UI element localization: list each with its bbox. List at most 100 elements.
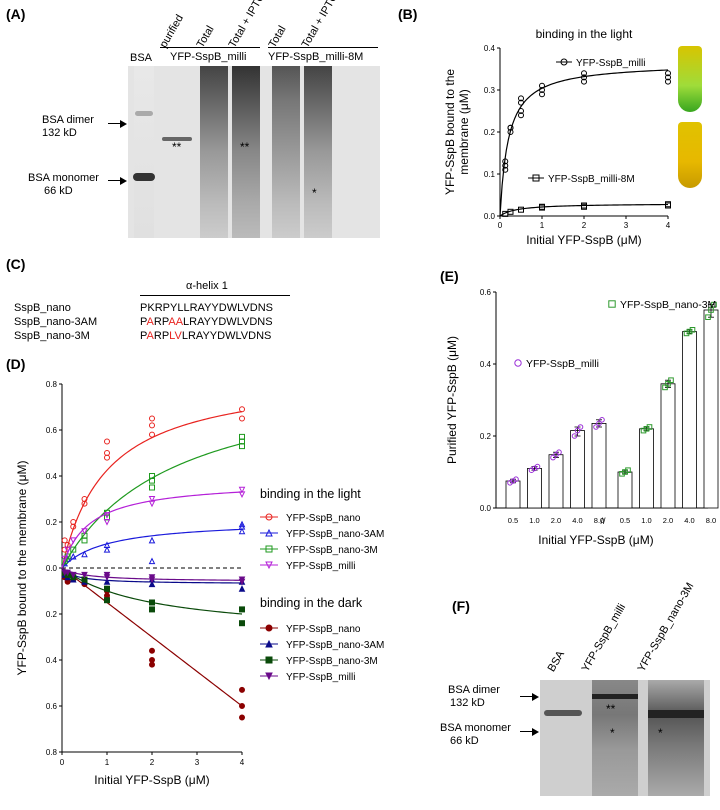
y-axis-label: Purified YFP-SspB (μM) (445, 336, 459, 464)
legend-label: YFP-SspB_nano (286, 624, 361, 635)
fit-line (61, 567, 243, 707)
panel-label-c: (C) (6, 256, 26, 272)
data-point (619, 471, 625, 477)
y-tick-label: 0.2 (484, 128, 496, 137)
data-point (70, 519, 77, 525)
data-point (539, 91, 545, 98)
data-point (596, 420, 602, 427)
data-point (70, 546, 77, 553)
data-point (665, 74, 671, 81)
arrow-icon (520, 731, 534, 732)
gel-a-group-line (160, 47, 260, 48)
data-point (581, 203, 587, 210)
gel-a-group-label: YFP-SspB_milli-8M (268, 51, 364, 63)
data-point (705, 314, 711, 321)
data-point (599, 417, 605, 423)
data-point (265, 624, 273, 632)
chart-d: 0.80.60.40.20.00.20.40.60.80 1 2 3 4Initial … (15, 380, 384, 787)
bar (505, 480, 521, 509)
x-tick-label: 1 (105, 758, 110, 767)
panel-label-b: (B) (398, 6, 418, 22)
bar (703, 309, 719, 509)
data-point (61, 555, 69, 563)
gel-a-lane-bsa (134, 66, 154, 238)
data-point (265, 656, 273, 664)
gel-f-monomer-label: BSA monomer (440, 722, 511, 734)
data-point (239, 606, 245, 613)
data-point (239, 433, 245, 440)
gel-a-lane (232, 66, 260, 238)
y-tick-label: 0.8 (46, 748, 58, 757)
gel-a-mark: ** (172, 140, 182, 154)
chart-b: binding in the light 0.0 0.1 0.2 0.3 0.4 0 1 2 3 4… (443, 27, 671, 247)
x-axis-label: Initial YFP-SspB (μM) (538, 533, 653, 547)
data-point (149, 431, 155, 438)
gel-f: ** * * (540, 680, 710, 796)
x-tick-label: 0.5 (508, 516, 518, 525)
sequence-name: SspB_nano-3AM (14, 316, 98, 328)
data-point (608, 300, 616, 308)
y-tick-label: 0.0 (46, 564, 58, 573)
data-point (239, 620, 245, 627)
data-point (238, 527, 246, 535)
sequence-name: SspB_nano-3M (14, 330, 90, 342)
data-point (593, 424, 599, 430)
bar (548, 454, 564, 509)
gel-f-dimer-label: BSA dimer (448, 684, 500, 696)
data-point (683, 330, 690, 337)
axis-break: // (600, 516, 606, 526)
bar (639, 428, 654, 509)
data-point (61, 537, 68, 544)
legend-label: YFP-SspB_milli (526, 358, 599, 370)
legend-label: YFP-SspB_milli (286, 561, 355, 572)
arrow-icon (108, 180, 124, 181)
legend-label: YFP-SspB_nano-3AM (286, 640, 384, 651)
data-point (148, 496, 156, 503)
data-point (513, 476, 519, 482)
y-tick-label: 0.6 (46, 426, 58, 435)
data-point (103, 512, 111, 519)
x-tick-label: 8.0 (706, 516, 716, 525)
bar (682, 331, 697, 509)
data-point (149, 415, 155, 422)
arrow-icon (520, 696, 534, 697)
y-axis-label: YFP-SspB bound to themembrane (μM) (443, 69, 471, 195)
gel-a-lane (200, 66, 228, 238)
data-point (103, 545, 111, 553)
data-point (69, 571, 77, 579)
data-point (149, 599, 155, 606)
gel-a-band (135, 111, 153, 116)
data-point (507, 129, 514, 135)
data-point (539, 203, 545, 210)
data-point (534, 463, 541, 470)
data-point (502, 162, 509, 169)
sequence-text: PARPAALRAYYDWLVDNS (140, 316, 273, 328)
legend-label: YFP-SspB_nano-3M (286, 545, 378, 556)
y-tick-label: 0.8 (46, 380, 58, 389)
helix-line (140, 295, 290, 296)
data-point (265, 545, 273, 553)
data-point (265, 672, 273, 681)
x-tick-label: 4.0 (572, 516, 582, 525)
fit-line (61, 528, 243, 569)
fit-line (499, 203, 669, 217)
gel-f-lane (592, 680, 638, 796)
x-tick-label: 4 (666, 221, 671, 230)
legend-label: YFP-SspB_nano (286, 513, 361, 524)
data-point (148, 580, 156, 588)
y-tick-label: 0.3 (484, 86, 496, 95)
x-tick-label: 2 (150, 758, 155, 767)
gel-f-lane-label: BSA (545, 648, 568, 674)
data-point (514, 359, 522, 367)
data-point (265, 639, 273, 648)
data-point (665, 381, 671, 387)
bar (660, 383, 676, 509)
y-tick-label: 0.4 (480, 360, 492, 369)
data-point (665, 202, 671, 209)
gel-a-lane (272, 66, 300, 238)
y-tick-label: 0.2 (46, 610, 58, 619)
data-point (81, 550, 88, 558)
legend-label: YFP-SspB_milli (286, 672, 355, 683)
x-tick-label: 1.0 (529, 516, 539, 525)
data-point (104, 597, 110, 604)
